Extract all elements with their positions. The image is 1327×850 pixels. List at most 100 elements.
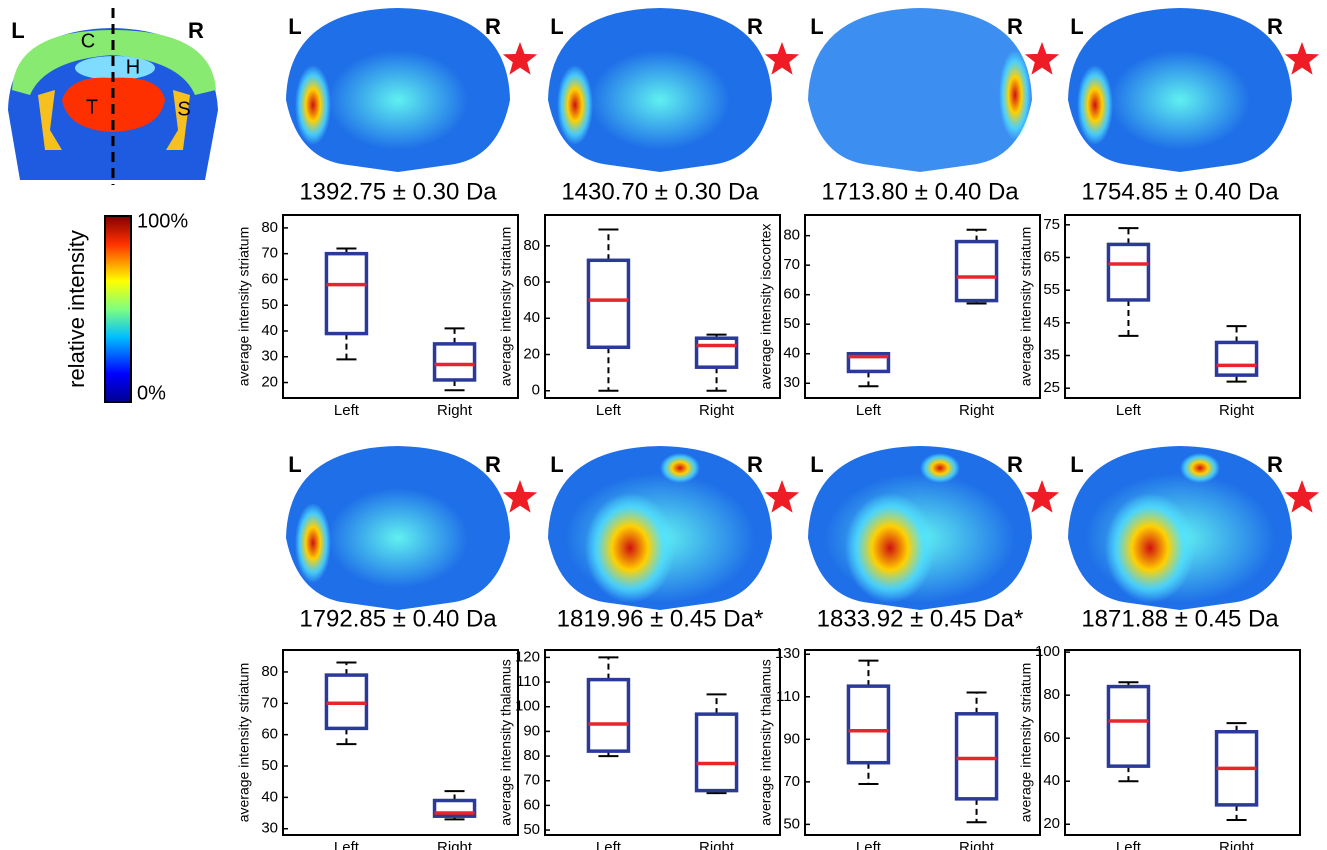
x-tick-label: Right bbox=[437, 839, 473, 850]
star-marker bbox=[764, 480, 800, 513]
x-tick-label: Right bbox=[1219, 402, 1255, 419]
hotspot bbox=[295, 503, 331, 583]
hemisphere-label: R bbox=[485, 14, 501, 39]
colorbar-max: 100% bbox=[137, 210, 188, 232]
x-tick-label: Left bbox=[856, 402, 882, 419]
hotspot bbox=[1110, 50, 1250, 150]
y-tick-label: 50 bbox=[261, 296, 278, 313]
y-tick-label: 75 bbox=[1043, 216, 1060, 233]
y-tick-label: 30 bbox=[261, 348, 278, 365]
x-tick-label: Left bbox=[1116, 839, 1142, 850]
y-tick-label: 55 bbox=[1043, 281, 1060, 298]
brain-image bbox=[808, 8, 1032, 172]
hemisphere-label: R bbox=[1267, 14, 1283, 39]
mass-title: 1713.80 ± 0.40 Da bbox=[821, 178, 1019, 205]
hotspot bbox=[920, 453, 960, 483]
y-tick-label: 70 bbox=[783, 256, 800, 273]
y-axis-label: average intensity striatum bbox=[236, 663, 252, 823]
box bbox=[586, 258, 631, 350]
box bbox=[1106, 684, 1151, 768]
hotspot bbox=[1105, 493, 1195, 603]
y-tick-label: 70 bbox=[523, 772, 540, 789]
atlas-left: L bbox=[11, 18, 24, 43]
x-tick-label: Left bbox=[1116, 402, 1142, 419]
hemisphere-label: R bbox=[1007, 452, 1023, 477]
atlas-cortex bbox=[12, 30, 216, 95]
hotspot bbox=[557, 65, 593, 145]
hemisphere-label: L bbox=[288, 14, 301, 39]
hemisphere-label: L bbox=[1070, 452, 1083, 477]
plot-frame bbox=[544, 214, 781, 399]
hemisphere-label: R bbox=[747, 452, 763, 477]
star-marker bbox=[764, 42, 800, 75]
star-marker bbox=[1284, 42, 1320, 75]
x-tick-label: Right bbox=[437, 402, 473, 419]
atlas-region: H bbox=[126, 56, 140, 78]
colorbar-title: relative intensity bbox=[64, 230, 89, 388]
hemisphere-label: R bbox=[747, 14, 763, 39]
plot-frame bbox=[1064, 214, 1301, 399]
atlas-hippocampus bbox=[75, 56, 155, 80]
hotspot bbox=[845, 493, 935, 603]
hemisphere-label: L bbox=[288, 452, 301, 477]
x-tick-label: Right bbox=[699, 839, 735, 850]
x-tick-label: Right bbox=[959, 839, 995, 850]
y-tick-label: 90 bbox=[783, 730, 800, 747]
hemisphere-label: R bbox=[1007, 14, 1023, 39]
y-tick-label: 80 bbox=[261, 663, 278, 680]
y-axis-label: average intensity striatum bbox=[1018, 227, 1034, 387]
y-tick-label: 70 bbox=[261, 694, 278, 711]
y-tick-label: 80 bbox=[783, 227, 800, 244]
y-tick-label: 25 bbox=[1043, 379, 1060, 396]
atlas-region: C bbox=[81, 30, 95, 52]
y-tick-label: 35 bbox=[1043, 346, 1060, 363]
x-tick-label: Right bbox=[699, 402, 735, 419]
y-tick-label: 110 bbox=[516, 673, 540, 690]
colorbar-min: 0% bbox=[137, 382, 166, 404]
y-tick-label: 45 bbox=[1043, 314, 1060, 331]
y-tick-label: 80 bbox=[523, 237, 540, 254]
hemisphere-label: L bbox=[1070, 14, 1083, 39]
y-tick-label: 60 bbox=[261, 270, 278, 287]
x-tick-label: Left bbox=[334, 402, 360, 419]
y-tick-label: 50 bbox=[523, 821, 540, 838]
y-tick-label: 110 bbox=[776, 688, 800, 705]
y-tick-label: 80 bbox=[261, 219, 278, 236]
y-axis-label: average intensity striatum bbox=[236, 227, 252, 387]
mass-title: 1819.96 ± 0.45 Da* bbox=[557, 605, 764, 632]
y-tick-label: 50 bbox=[261, 757, 278, 774]
y-tick-label: 50 bbox=[783, 315, 800, 332]
box bbox=[324, 251, 369, 336]
hemisphere-label: L bbox=[810, 14, 823, 39]
x-tick-label: Right bbox=[959, 402, 995, 419]
x-tick-label: Left bbox=[856, 839, 882, 850]
y-tick-label: 30 bbox=[261, 820, 278, 837]
y-axis-label: average intensity striatum bbox=[1018, 663, 1034, 823]
y-tick-label: 60 bbox=[783, 286, 800, 303]
box bbox=[694, 336, 739, 369]
atlas-right: R bbox=[188, 18, 204, 43]
y-axis-label: average intensity thalamus bbox=[758, 659, 774, 826]
box bbox=[846, 684, 891, 765]
atlas: L R C H T S bbox=[8, 8, 218, 185]
atlas-region: S bbox=[177, 98, 190, 120]
plot-frame bbox=[282, 649, 519, 836]
x-tick-label: Right bbox=[1219, 839, 1255, 850]
y-tick-label: 70 bbox=[261, 245, 278, 262]
plot-frame bbox=[544, 649, 781, 836]
y-tick-label: 100 bbox=[515, 698, 540, 715]
y-tick-label: 60 bbox=[261, 726, 278, 743]
box bbox=[846, 351, 891, 374]
star-marker bbox=[502, 480, 538, 513]
box bbox=[694, 712, 739, 793]
y-tick-label: 60 bbox=[523, 273, 540, 290]
y-tick-label: 100 bbox=[1035, 643, 1060, 660]
y-axis-label: average intensity isocortex bbox=[758, 224, 774, 390]
y-tick-label: 60 bbox=[1043, 729, 1060, 746]
y-tick-label: 30 bbox=[783, 374, 800, 391]
y-tick-label: 20 bbox=[1043, 815, 1060, 832]
x-tick-label: Left bbox=[596, 839, 622, 850]
mass-title: 1871.88 ± 0.45 Da bbox=[1081, 605, 1279, 632]
